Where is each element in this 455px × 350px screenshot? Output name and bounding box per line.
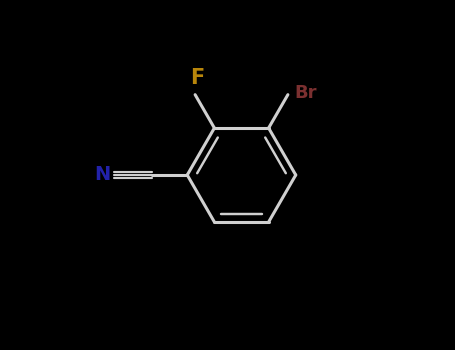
- Text: Br: Br: [294, 84, 317, 102]
- Text: F: F: [190, 68, 204, 89]
- Text: N: N: [95, 166, 111, 184]
